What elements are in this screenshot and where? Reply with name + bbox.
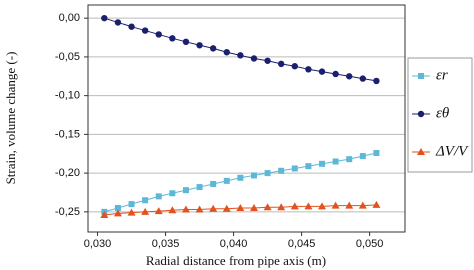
data-point	[249, 203, 258, 211]
data-point	[359, 75, 367, 82]
data-point	[154, 207, 163, 215]
data-point	[223, 177, 230, 184]
plot-frame	[87, 4, 406, 233]
data-point	[113, 209, 122, 217]
data-point	[346, 156, 353, 163]
data-point	[359, 153, 366, 160]
data-point	[209, 45, 217, 52]
data-point	[277, 203, 286, 211]
y-tick-label: -0,15	[55, 128, 80, 140]
legend-label: εr	[436, 67, 448, 83]
data-point	[195, 205, 204, 213]
data-point	[250, 172, 257, 179]
data-point	[114, 19, 122, 26]
y-tick-label: -0,20	[55, 167, 80, 179]
data-point	[373, 149, 380, 156]
legend-marker	[417, 110, 425, 118]
legend-marker	[417, 148, 425, 155]
data-point	[237, 174, 244, 181]
data-point	[373, 77, 380, 85]
data-point	[169, 190, 176, 197]
data-point	[100, 210, 109, 218]
data-point	[114, 204, 121, 211]
data-point	[168, 206, 177, 214]
legend-label: ΔV/V	[435, 143, 469, 159]
data-point	[236, 203, 245, 211]
data-point	[358, 201, 367, 209]
data-point	[318, 68, 326, 75]
data-point	[196, 42, 203, 49]
data-point	[223, 49, 230, 56]
y-tick-label: -0,10	[55, 90, 80, 102]
data-point	[222, 204, 231, 212]
data-point	[264, 170, 271, 177]
data-point	[182, 187, 189, 194]
data-point	[127, 208, 136, 216]
y-tick-label: -0,25	[55, 206, 80, 218]
x-axis-title: Radial distance from pipe axis (m)	[146, 253, 326, 268]
data-point	[209, 204, 218, 212]
legend-marker	[418, 73, 424, 79]
data-point	[263, 203, 272, 211]
x-tick-label: 0,040	[220, 238, 248, 250]
data-point	[250, 55, 258, 62]
data-point	[128, 23, 135, 30]
data-point	[196, 184, 203, 191]
data-point	[142, 197, 149, 204]
data-point	[141, 27, 149, 34]
data-point	[182, 38, 190, 46]
x-tick-label: 0,035	[152, 238, 180, 250]
data-point	[345, 201, 354, 209]
data-point	[331, 201, 340, 209]
data-point	[305, 163, 312, 170]
data-point	[101, 14, 108, 22]
data-point	[155, 31, 162, 38]
data-point	[210, 180, 217, 187]
data-point	[181, 205, 190, 213]
y-tick-label: 0,00	[59, 12, 80, 24]
data-point	[169, 35, 176, 42]
data-point	[319, 160, 326, 167]
y-axis-title: Strain, volume change (-)	[3, 52, 18, 185]
data-point	[332, 70, 339, 78]
data-point	[278, 167, 285, 174]
data-point	[237, 52, 244, 59]
data-point	[291, 165, 298, 172]
data-point	[291, 63, 298, 70]
x-tick-label: 0,050	[356, 238, 384, 250]
data-point	[277, 60, 285, 68]
data-point	[155, 193, 162, 200]
data-point	[264, 57, 271, 64]
x-tick-label: 0,045	[288, 238, 316, 250]
data-point	[290, 202, 299, 210]
x-tick-label: 0,030	[84, 238, 112, 250]
data-point	[318, 202, 327, 210]
y-tick-label: -0,05	[55, 51, 80, 63]
data-point	[372, 200, 381, 208]
data-point	[128, 201, 135, 208]
data-point	[305, 66, 312, 73]
data-point	[304, 202, 313, 210]
legend-label: εθ	[436, 105, 450, 121]
data-point	[332, 158, 339, 165]
data-point	[141, 207, 150, 215]
data-point	[346, 73, 353, 80]
